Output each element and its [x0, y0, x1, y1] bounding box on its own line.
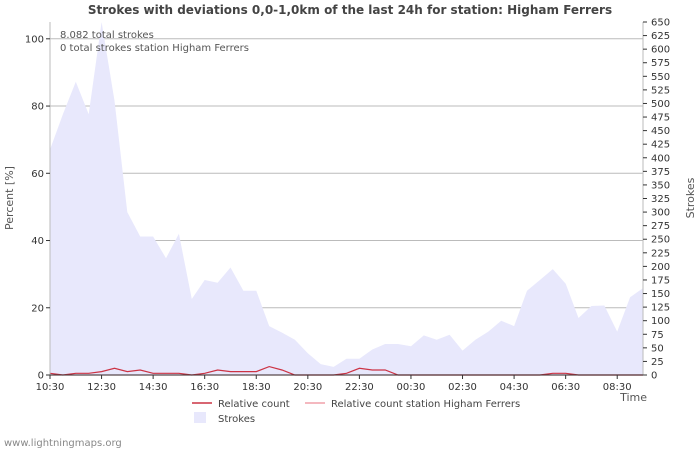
- x-tick-label-4: 18:30: [242, 382, 271, 393]
- x-tick-label-9: 04:30: [500, 382, 529, 393]
- x-tick-label-7: 00:30: [397, 382, 426, 393]
- footer-source: www.lightningmaps.org: [4, 438, 122, 449]
- legend: Relative count Relative count station Hi…: [192, 399, 520, 425]
- left-tick-label-0: 0: [38, 371, 44, 382]
- right-tick-label-300: 300: [651, 208, 670, 219]
- strokes-area-layer: [50, 22, 643, 375]
- right-tick-label-350: 350: [651, 180, 670, 191]
- y-axis-left-label: Percent [%]: [3, 166, 16, 230]
- x-tick-label-10: 06:30: [551, 382, 580, 393]
- right-tick-label-550: 550: [651, 72, 670, 83]
- right-tick-label-425: 425: [651, 140, 670, 151]
- relative-count-line: [49, 365, 643, 376]
- legend-relative-count-label: Relative count: [218, 399, 290, 410]
- right-tick-label-50: 50: [651, 343, 664, 354]
- chart-title: Strokes with deviations 0,0-1,0km of the…: [88, 3, 612, 17]
- right-tick-label-75: 75: [651, 330, 664, 341]
- x-tick-label-8: 02:30: [448, 382, 477, 393]
- x-tick-label-1: 12:30: [87, 382, 116, 393]
- y-axis-right-label: Strokes: [684, 177, 697, 218]
- right-tick-label-575: 575: [651, 58, 670, 69]
- legend-strokes-label: Strokes: [218, 414, 255, 425]
- left-tick-label-60: 60: [31, 169, 44, 180]
- right-tick-label-125: 125: [651, 303, 670, 314]
- left-tick-label-80: 80: [31, 102, 44, 113]
- left-axis-ticks: 0 20 40 60 80 100: [25, 34, 50, 382]
- x-tick-label-0: 10:30: [36, 382, 65, 393]
- x-axis-ticks: 10:30 12:30 14:30 16:30 18:30 20:30 22:30 00:30…: [36, 375, 632, 393]
- right-tick-label-150: 150: [651, 289, 670, 300]
- right-tick-label-475: 475: [651, 113, 670, 124]
- right-tick-label-275: 275: [651, 221, 670, 232]
- right-axis-ticks: 0 25 50 75 100 125 150 175 200 225 250 275 300 325 350…: [643, 18, 670, 382]
- x-axis-label: Time: [619, 391, 647, 404]
- x-tick-label-5: 20:30: [293, 382, 322, 393]
- right-tick-label-525: 525: [651, 85, 670, 96]
- left-tick-label-20: 20: [31, 303, 44, 314]
- x-tick-label-2: 14:30: [139, 382, 168, 393]
- station-strokes-annotation: 0 total strokes station Higham Ferrers: [60, 43, 249, 54]
- right-tick-label-100: 100: [651, 316, 670, 327]
- right-tick-label-600: 600: [651, 45, 670, 56]
- right-tick-label-200: 200: [651, 262, 670, 273]
- x-tick-label-6: 22:30: [345, 382, 374, 393]
- left-tick-label-100: 100: [25, 34, 44, 45]
- x-tick-label-3: 16:30: [190, 382, 219, 393]
- right-tick-label-250: 250: [651, 235, 670, 246]
- right-tick-label-325: 325: [651, 194, 670, 205]
- legend-strokes-swatch: [194, 412, 206, 423]
- right-tick-label-25: 25: [651, 357, 664, 368]
- right-tick-label-450: 450: [651, 126, 670, 137]
- left-tick-label-40: 40: [31, 236, 44, 247]
- strokes-area: [50, 22, 643, 375]
- right-tick-label-175: 175: [651, 275, 670, 286]
- right-tick-label-625: 625: [651, 31, 670, 42]
- right-tick-label-400: 400: [651, 153, 670, 164]
- right-tick-label-375: 375: [651, 167, 670, 178]
- total-strokes-annotation: 8.082 total strokes: [60, 30, 154, 41]
- right-tick-label-650: 650: [651, 18, 670, 29]
- x-tick-label-11: 08:30: [603, 382, 632, 393]
- legend-relative-count-station-label: Relative count station Higham Ferrers: [331, 399, 520, 410]
- right-tick-label-500: 500: [651, 99, 670, 110]
- right-tick-label-0: 0: [651, 371, 657, 382]
- right-tick-label-225: 225: [651, 248, 670, 259]
